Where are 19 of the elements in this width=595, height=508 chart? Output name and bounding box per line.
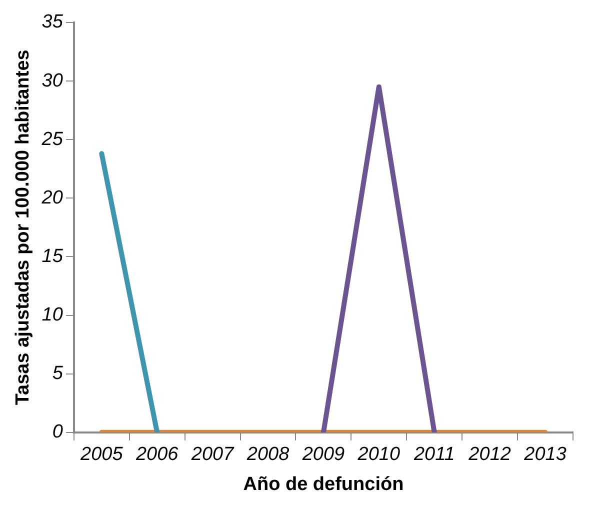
x-tick-label: 2006 xyxy=(134,444,179,466)
y-tick-label: 10 xyxy=(42,304,64,326)
y-tick-label: 5 xyxy=(52,363,64,384)
y-tick-label: 35 xyxy=(42,12,64,33)
x-tick-label: 2005 xyxy=(80,444,124,466)
y-axis-title: Tasas ajustadas por 100.000 habitantes xyxy=(12,50,34,406)
y-tick-label: 20 xyxy=(40,187,64,208)
x-tick-label: 2011 xyxy=(412,444,455,466)
x-tick-label: 2013 xyxy=(523,444,567,466)
x-tick-label: 2012 xyxy=(468,444,512,466)
y-tick-label: 15 xyxy=(42,246,64,267)
x-tick-label: 2008 xyxy=(246,444,290,466)
y-tick-label: 30 xyxy=(42,70,64,92)
x-tick-label: 2010 xyxy=(356,444,400,466)
y-tick-label: 0 xyxy=(52,422,64,443)
x-axis-title: Año de defunción xyxy=(243,474,404,495)
x-tick-label: 2009 xyxy=(301,444,346,466)
x-tick-label: 2007 xyxy=(190,444,236,466)
y-tick-label: 25 xyxy=(40,128,64,150)
